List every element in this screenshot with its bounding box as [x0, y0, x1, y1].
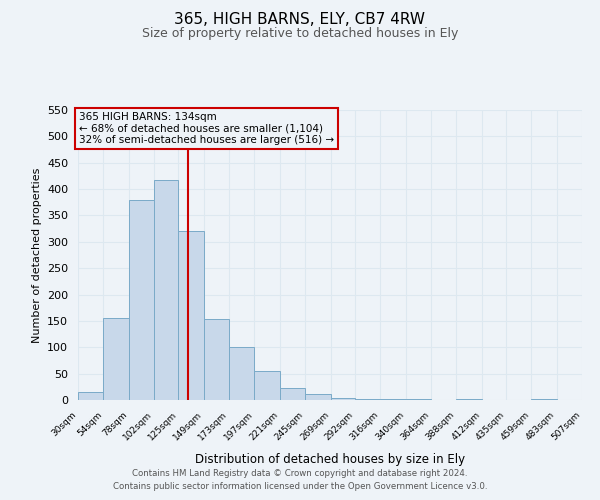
Text: 365, HIGH BARNS, ELY, CB7 4RW: 365, HIGH BARNS, ELY, CB7 4RW: [175, 12, 425, 28]
Bar: [204, 320, 229, 400]
Bar: [103, 318, 129, 400]
Bar: [154, 180, 178, 400]
Bar: [78, 392, 103, 400]
Bar: [178, 232, 204, 400]
Bar: [280, 388, 305, 400]
Bar: [355, 399, 380, 400]
Text: 365 HIGH BARNS: 134sqm
← 68% of detached houses are smaller (1,104)
32% of semi-: 365 HIGH BARNS: 134sqm ← 68% of detached…: [79, 112, 334, 146]
Bar: [129, 200, 154, 400]
Text: Contains HM Land Registry data © Crown copyright and database right 2024.: Contains HM Land Registry data © Crown c…: [132, 468, 468, 477]
Text: Contains public sector information licensed under the Open Government Licence v3: Contains public sector information licen…: [113, 482, 487, 491]
X-axis label: Distribution of detached houses by size in Ely: Distribution of detached houses by size …: [195, 453, 465, 466]
Bar: [305, 394, 331, 400]
Bar: [229, 348, 254, 400]
Text: Size of property relative to detached houses in Ely: Size of property relative to detached ho…: [142, 28, 458, 40]
Bar: [331, 398, 355, 400]
Y-axis label: Number of detached properties: Number of detached properties: [32, 168, 41, 342]
Bar: [254, 371, 280, 400]
